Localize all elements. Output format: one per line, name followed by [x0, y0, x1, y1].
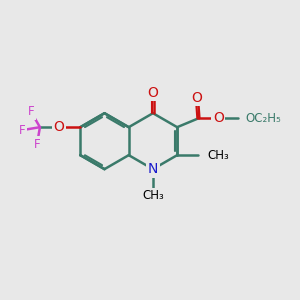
Text: F: F [34, 138, 40, 151]
Text: F: F [19, 124, 26, 136]
Text: CH₃: CH₃ [207, 149, 229, 162]
Text: O: O [213, 111, 224, 125]
Text: CH₃: CH₃ [142, 189, 164, 202]
Text: O: O [191, 91, 202, 105]
Text: OC₂H₅: OC₂H₅ [245, 112, 280, 125]
Text: F: F [28, 105, 34, 119]
Text: O: O [54, 120, 64, 134]
Text: N: N [148, 162, 158, 176]
Text: O: O [148, 85, 158, 100]
